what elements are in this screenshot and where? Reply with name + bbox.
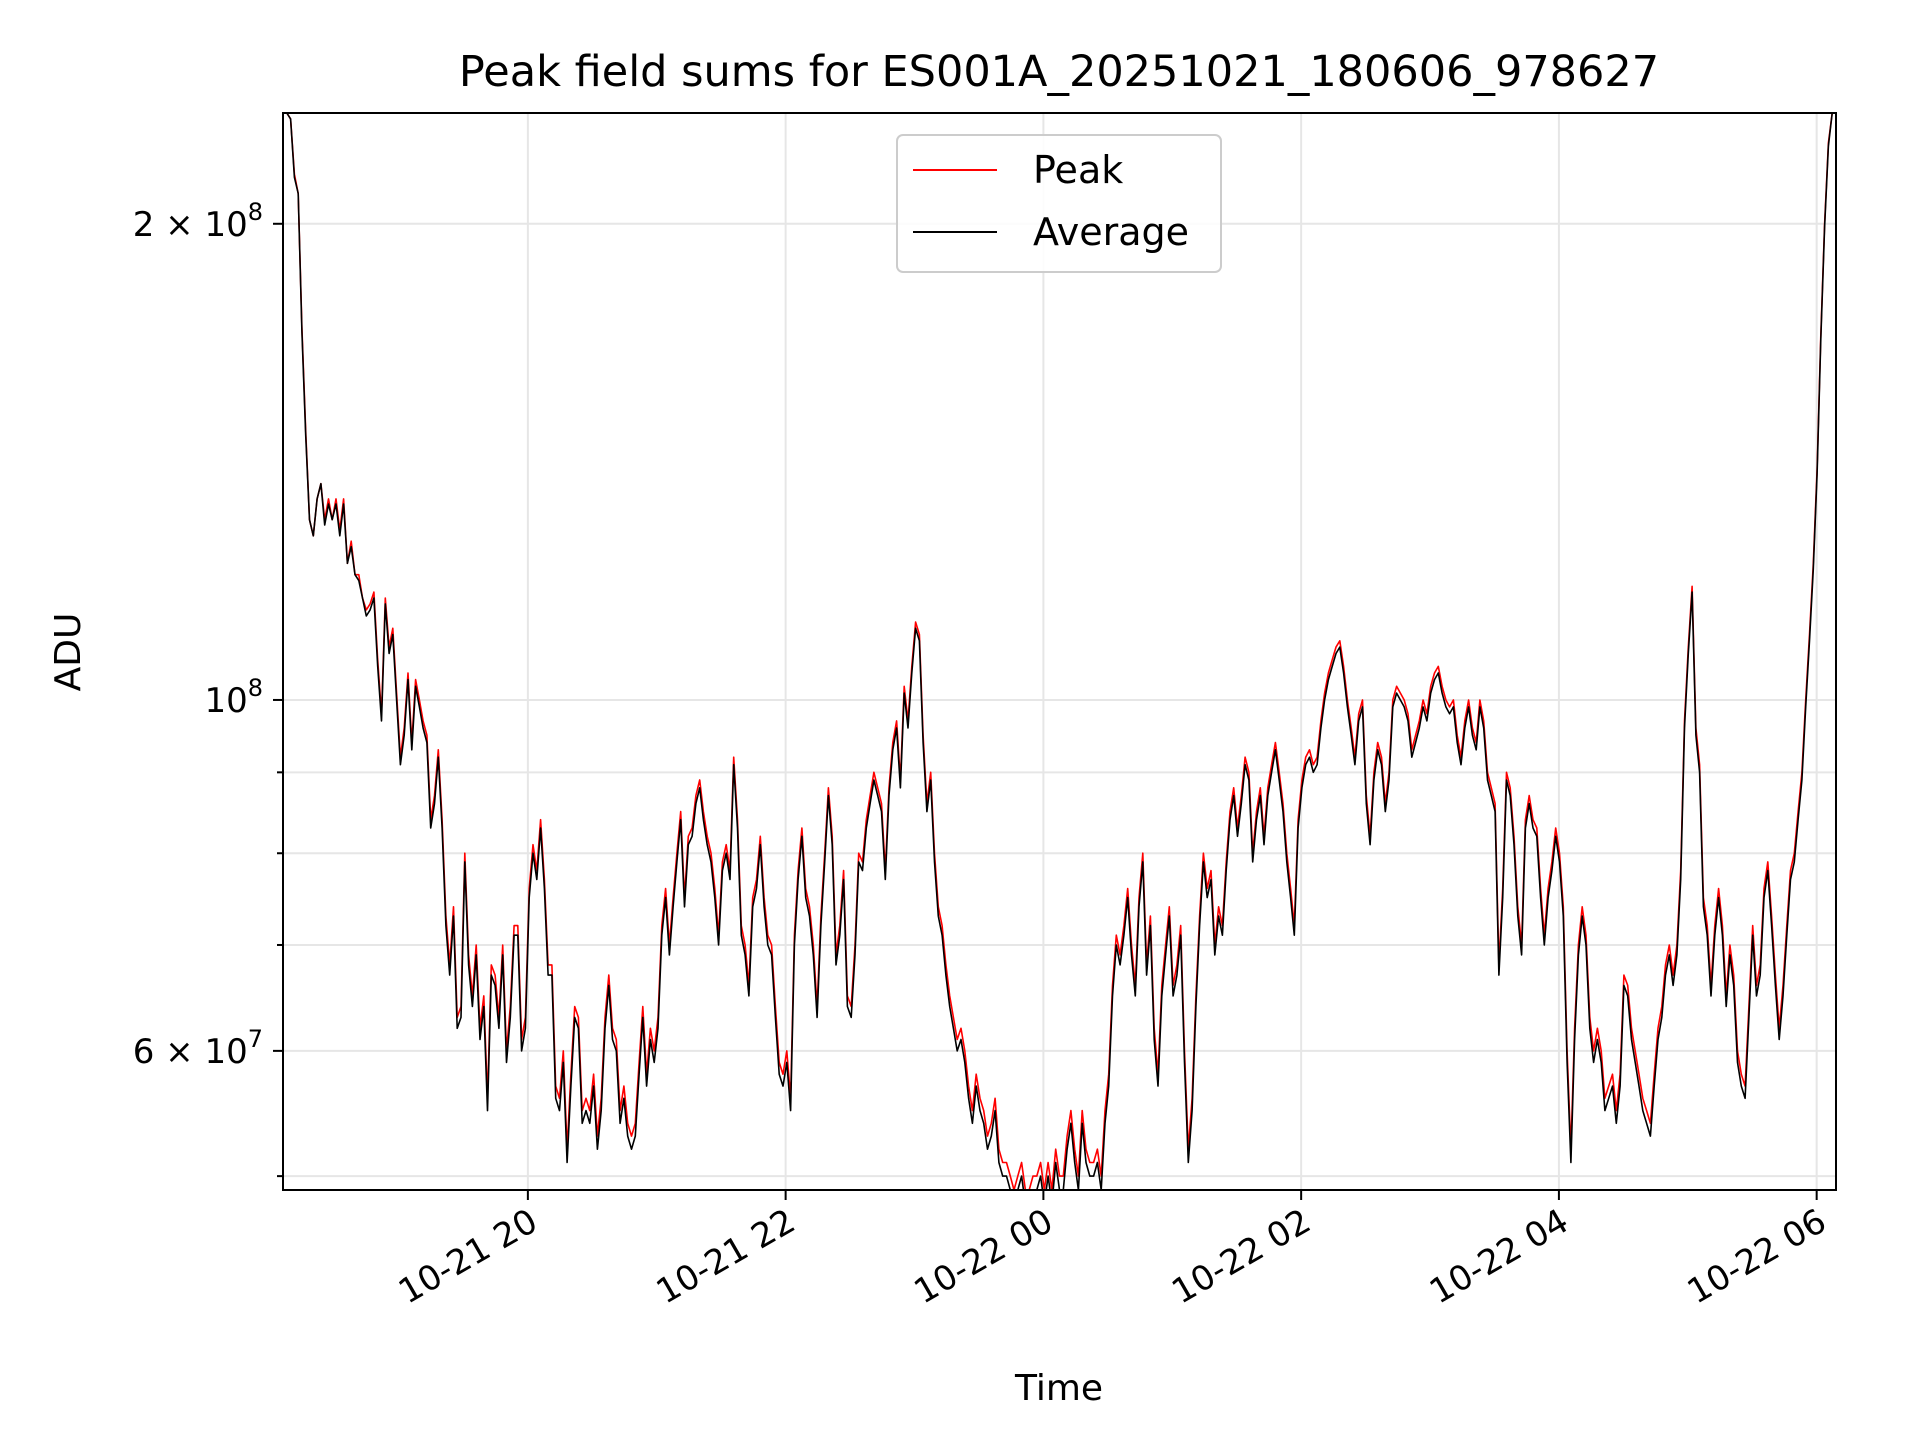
y-tick-label: 2 × 108 [133, 198, 263, 245]
y-tick-label-exponent: 7 [248, 1025, 263, 1053]
y-tick-label-base: 6 × 10 [133, 1032, 248, 1072]
chart-title: Peak field sums for ES001A_20251021_1806… [459, 47, 1659, 97]
y-tick-label: 6 × 107 [133, 1025, 263, 1072]
series-line-average [283, 113, 1836, 1190]
y-tick-label-base: 2 × 10 [133, 205, 248, 245]
series-lines [283, 113, 1836, 1190]
y-tick-label-exponent: 8 [248, 198, 263, 226]
y-axis-label: ADU [48, 613, 89, 692]
legend-label-average: Average [1033, 210, 1189, 254]
y-tick-label-exponent: 8 [248, 674, 263, 702]
plot-frame [282, 112, 1837, 1191]
legend: Peak Average [896, 134, 1222, 273]
x-axis-label: Time [1014, 1368, 1103, 1409]
y-tick-label: 108 [204, 674, 263, 721]
y-tick-label-base: 10 [204, 681, 247, 721]
legend-label-peak: Peak [1033, 148, 1123, 192]
